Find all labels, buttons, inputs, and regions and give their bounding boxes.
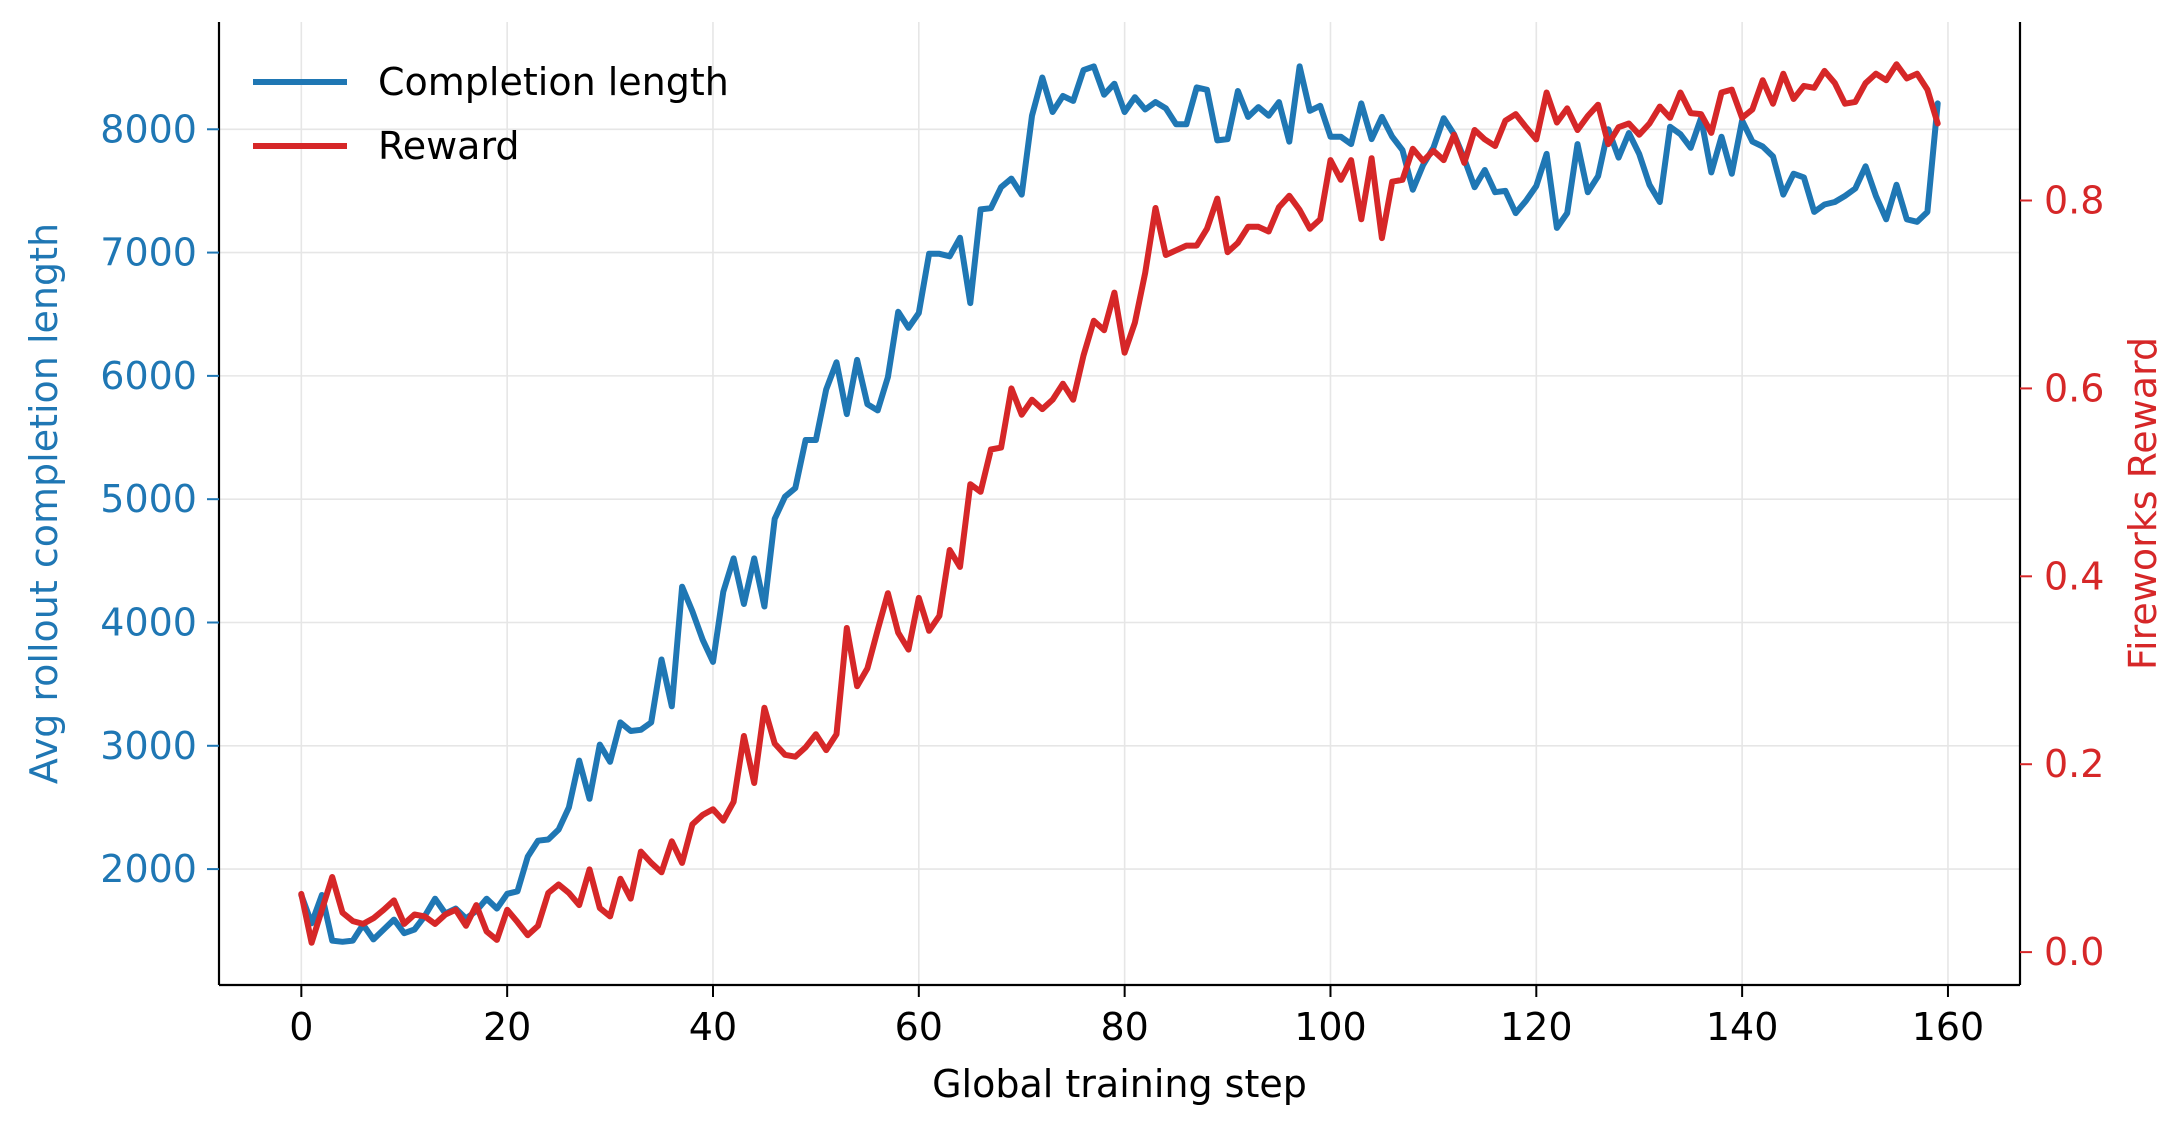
- right-y-tick-label: 0.0: [2044, 930, 2104, 974]
- x-tick-label: 20: [483, 1005, 531, 1049]
- x-tick-label: 140: [1706, 1005, 1779, 1049]
- right-y-tick-label: 0.4: [2044, 554, 2104, 598]
- legend-label-reward: Reward: [378, 124, 520, 168]
- x-tick-label: 80: [1100, 1005, 1148, 1049]
- left-y-tick-label: 6000: [100, 354, 197, 398]
- grid-lines: [219, 22, 2020, 985]
- series-line-reward: [298, 61, 1941, 946]
- right-y-axis-title: Fireworks Reward: [2121, 337, 2165, 670]
- legend-label-completion-length: Completion length: [378, 60, 729, 104]
- x-tick-label: 100: [1294, 1005, 1367, 1049]
- x-tick-label: 120: [1500, 1005, 1573, 1049]
- series-lines: [298, 61, 1941, 946]
- x-tick-label: 40: [689, 1005, 737, 1049]
- x-tick-label: 160: [1912, 1005, 1985, 1049]
- axes: [217, 22, 2022, 987]
- legend: Completion length Reward: [253, 60, 729, 168]
- right-y-tick-label: 0.8: [2044, 179, 2104, 223]
- left-y-tick-label: 2000: [100, 847, 197, 891]
- series-line-completion-length: [298, 63, 1941, 945]
- right-y-tick-label: 0.2: [2044, 742, 2104, 786]
- left-y-tick-label: 7000: [100, 231, 197, 275]
- right-y-tick-label: 0.6: [2044, 366, 2104, 410]
- left-y-tick-label: 3000: [100, 724, 197, 768]
- left-y-tick-label: 8000: [100, 107, 197, 151]
- left-y-tick-label: 5000: [100, 477, 197, 521]
- x-tick-label: 0: [289, 1005, 313, 1049]
- x-axis-title: Global training step: [932, 1062, 1307, 1106]
- tick-marks: 0 20 40 60 80 100 120 140 160 2000 3000 4000 5000 600…: [100, 107, 2104, 1049]
- left-y-tick-label: 4000: [100, 600, 197, 644]
- x-tick-label: 60: [895, 1005, 943, 1049]
- left-y-axis-title: Avg rollout completion length: [22, 223, 66, 784]
